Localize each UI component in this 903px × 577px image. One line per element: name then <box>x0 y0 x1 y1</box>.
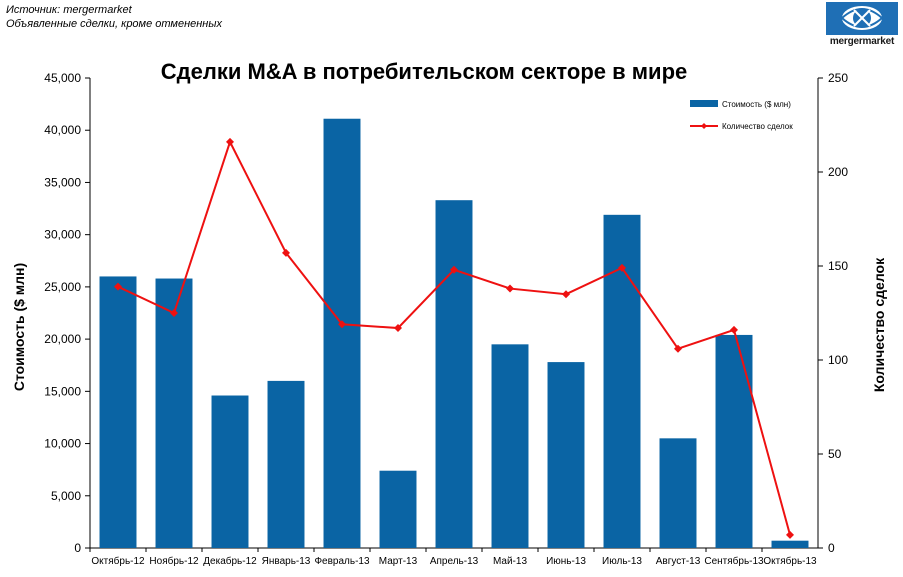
bar <box>435 200 473 548</box>
y2-tick-label: 200 <box>828 165 848 179</box>
line-point <box>730 325 738 334</box>
logo-text: mergermarket <box>829 36 895 47</box>
y2-tick-label: 100 <box>828 353 848 367</box>
line-point <box>674 344 682 353</box>
x-tick-label: Октябрь-12 <box>91 555 145 567</box>
y-tick-label: 20,000 <box>44 332 81 346</box>
bar <box>323 118 361 548</box>
x-tick-label: Май-13 <box>493 556 527 567</box>
line-point <box>170 309 178 317</box>
y-axis-label: Стоимость ($ млн) <box>11 263 27 391</box>
bar <box>155 278 193 548</box>
line-point <box>618 263 626 272</box>
line-point <box>226 137 234 146</box>
y-tick-label: 15,000 <box>44 384 81 398</box>
x-tick-label: Август-13 <box>656 556 701 567</box>
line-point <box>562 290 570 299</box>
legend-bar-swatch <box>690 100 718 107</box>
y-tick-label: 30,000 <box>44 228 81 242</box>
y2-tick-label: 0 <box>828 541 835 555</box>
mergermarket-logo-icon <box>826 2 898 35</box>
line-point <box>394 324 402 333</box>
line-point <box>450 265 458 274</box>
bar <box>547 362 585 548</box>
y2-axis-label: Количество сделок <box>871 257 887 392</box>
line-point <box>786 530 794 539</box>
source-note: Источник: mergermarket Объявленные сделк… <box>6 3 222 31</box>
line-point <box>282 248 290 257</box>
bar <box>771 540 809 548</box>
line-point <box>338 320 346 329</box>
y-tick-label: 35,000 <box>44 175 81 189</box>
x-tick-label: Октябрь-13 <box>763 555 817 567</box>
chart-title: Сделки M&A в потребительском секторе в м… <box>161 59 688 84</box>
x-tick-label: Март-13 <box>379 556 418 567</box>
bar <box>715 334 753 548</box>
bar <box>99 276 137 548</box>
x-tick-label: Июнь-13 <box>546 556 586 567</box>
line-point <box>506 284 514 293</box>
y-tick-label: 10,000 <box>44 437 81 451</box>
bar <box>659 438 697 548</box>
x-tick-label: Сентябрь-13 <box>704 555 764 567</box>
y2-tick-label: 150 <box>828 259 848 273</box>
y-tick-label: 25,000 <box>44 280 81 294</box>
note-line: Объявленные сделки, кроме отмененных <box>6 18 222 30</box>
y-tick-label: 40,000 <box>44 123 81 137</box>
bar <box>267 380 305 548</box>
line-point <box>114 282 122 291</box>
y-tick-label: 45,000 <box>44 71 81 85</box>
x-tick-label: Январь-13 <box>262 556 311 567</box>
legend-line-label: Количество сделок <box>722 122 793 131</box>
bar <box>491 344 529 548</box>
y-tick-label: 5,000 <box>51 489 81 503</box>
x-tick-label: Ноябрь-12 <box>149 555 199 567</box>
x-tick-label: Февраль-13 <box>314 556 370 567</box>
bar <box>211 395 249 548</box>
legend-line-marker <box>701 123 707 129</box>
legend-bar-label: Стоимость ($ млн) <box>722 100 791 109</box>
x-tick-label: Декабрь-12 <box>203 555 257 567</box>
y2-tick-label: 50 <box>828 447 842 461</box>
bar <box>379 470 417 548</box>
source-line: Источник: mergermarket <box>6 4 132 16</box>
y-tick-label: 0 <box>74 541 81 555</box>
x-tick-label: Июль-13 <box>602 556 642 567</box>
x-tick-label: Апрель-13 <box>430 556 479 567</box>
y2-tick-label: 250 <box>828 71 848 85</box>
